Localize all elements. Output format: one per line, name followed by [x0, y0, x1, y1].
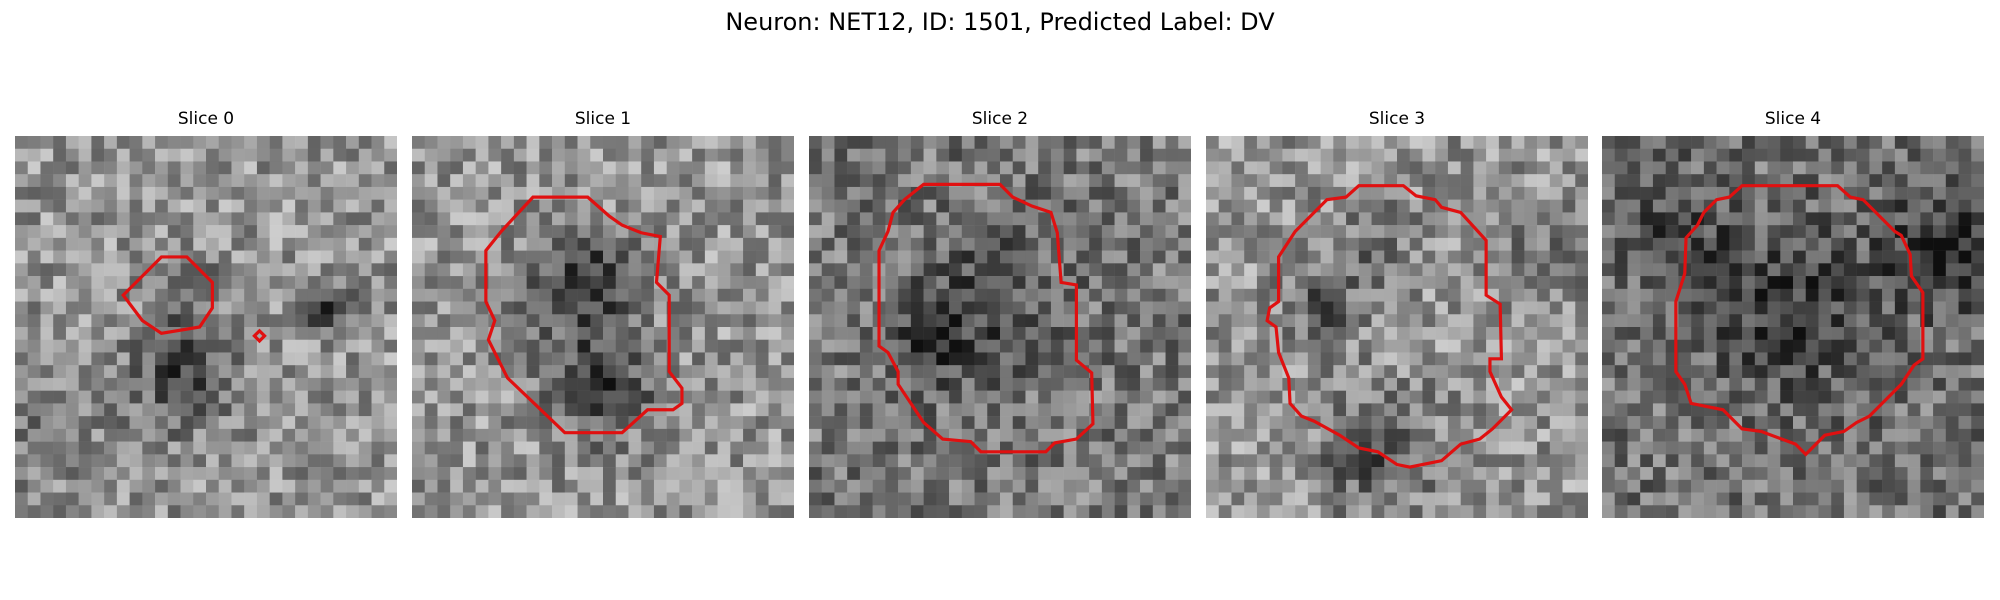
slice-panel-0: Slice 0: [15, 108, 397, 518]
slice-panel-1: Slice 1: [412, 108, 794, 518]
slice-image: [1602, 136, 1984, 518]
slice-image: [412, 136, 794, 518]
roi-outline-small: [252, 328, 267, 344]
slice-title: Slice 4: [1764, 109, 1822, 129]
slice-image: [1206, 136, 1588, 518]
grayscale-pixels: [412, 136, 794, 518]
slice-panel-2: Slice 2: [809, 108, 1191, 518]
roi-outline: [877, 182, 1095, 454]
roi-outline: [1265, 184, 1514, 469]
slice-panel-3: Slice 3: [1206, 108, 1588, 518]
grayscale-pixels: [809, 136, 1191, 518]
slice-title: Slice 1: [574, 109, 632, 129]
slice-panel-4: Slice 4: [1602, 108, 1984, 518]
roi-outline: [1674, 184, 1925, 457]
grayscale-pixels: [1602, 136, 1984, 518]
grayscale-pixels: [15, 136, 397, 518]
roi-outline: [484, 195, 684, 435]
roi-outline: [121, 255, 214, 336]
slice-title: Slice 3: [1368, 109, 1426, 129]
grayscale-pixels: [1206, 136, 1588, 518]
slice-image: [809, 136, 1191, 518]
slice-title: Slice 0: [177, 109, 235, 129]
figure-title: Neuron: NET12, ID: 1501, Predicted Label…: [725, 8, 1275, 36]
slice-image: [15, 136, 397, 518]
slice-title: Slice 2: [971, 109, 1029, 129]
